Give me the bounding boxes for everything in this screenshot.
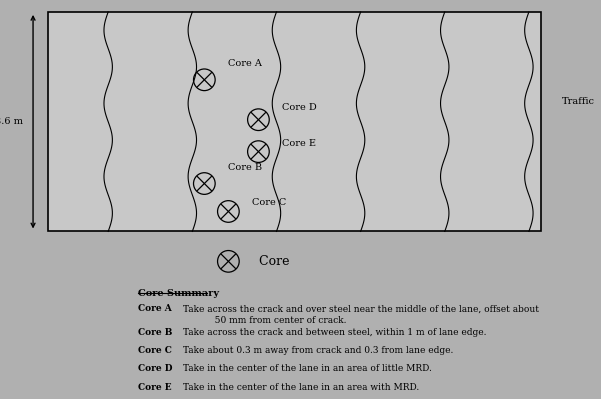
Text: Core E: Core E	[138, 383, 172, 392]
Text: Take across the crack and over steel near the middle of the lane, offset about
 : Take across the crack and over steel nea…	[183, 304, 539, 325]
Text: Core C: Core C	[138, 346, 172, 355]
Text: 3.6 m: 3.6 m	[0, 117, 23, 126]
Text: Core B: Core B	[138, 328, 172, 337]
Text: Core C: Core C	[252, 198, 287, 207]
Bar	[48, 12, 541, 231]
Text: Core: Core	[251, 255, 290, 268]
Text: Traffic: Traffic	[562, 97, 595, 106]
Text: Take in the center of the lane in an area with MRD.: Take in the center of the lane in an are…	[183, 383, 419, 392]
Text: Take about 0.3 m away from crack and 0.3 from lane edge.: Take about 0.3 m away from crack and 0.3…	[183, 346, 454, 355]
Text: Core A: Core A	[228, 59, 262, 68]
Text: Take in the center of the lane in an area of little MRD.: Take in the center of the lane in an are…	[183, 364, 432, 373]
Text: Core E: Core E	[282, 138, 317, 148]
Text: Core D: Core D	[138, 364, 172, 373]
Text: Core D: Core D	[282, 103, 317, 112]
Text: Core Summary: Core Summary	[138, 289, 219, 298]
Text: Take across the crack and between steel, within 1 m of lane edge.: Take across the crack and between steel,…	[183, 328, 487, 337]
Text: Core B: Core B	[228, 162, 263, 172]
Text: Core A: Core A	[138, 304, 172, 314]
